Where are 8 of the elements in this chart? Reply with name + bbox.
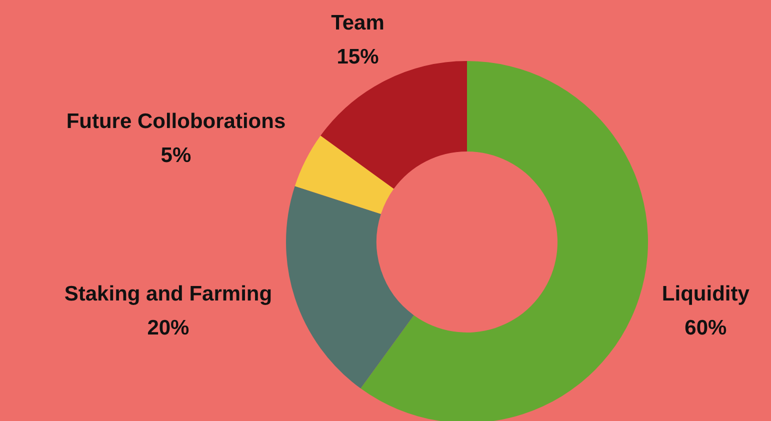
slice-label: Future Colloborations <box>66 110 286 134</box>
slice-label: Liquidity <box>662 282 750 306</box>
data-label: 15% <box>336 45 380 68</box>
slice-label: Team <box>331 11 384 34</box>
data-label: 5% <box>160 144 192 168</box>
slice-label: Staking and Farming <box>64 282 272 306</box>
data-label: 20% <box>147 316 190 340</box>
data-label: 60% <box>684 316 728 340</box>
